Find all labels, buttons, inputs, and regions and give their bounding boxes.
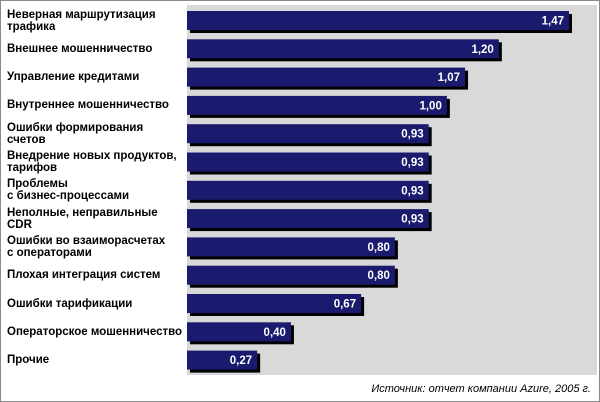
bar [187, 350, 258, 370]
value-label: 1,07 [438, 72, 460, 84]
value-label: 0,40 [264, 327, 286, 339]
value-label: 0,80 [368, 270, 390, 282]
category-label: Прочие [7, 354, 50, 367]
category-label: Внедрение новых продуктов, тарифов [7, 150, 177, 174]
bar [187, 322, 291, 342]
category-label: Операторское мошенничество [7, 325, 183, 338]
value-label: 0,67 [334, 299, 356, 311]
value-label: 1,20 [471, 44, 493, 56]
bar [187, 152, 429, 172]
value-label: 0,93 [401, 214, 423, 226]
bar [187, 265, 395, 285]
value-label: 0,27 [230, 355, 252, 367]
category-label: Управление кредитами [7, 71, 140, 84]
bar [187, 67, 466, 87]
category-label: Внешнее мошенничество [7, 42, 153, 55]
value-label: 0,93 [401, 185, 423, 197]
source-note: Источник: отчет компании Azure, 2005 г. [371, 383, 591, 395]
bar [187, 294, 362, 313]
bar [187, 11, 569, 30]
category-label: Плохая интеграция систем [7, 269, 161, 282]
value-label: 0,93 [401, 129, 423, 141]
value-label: 0,93 [401, 157, 423, 169]
bar [187, 237, 395, 257]
bar [187, 124, 429, 144]
category-label: Ошибки формирования счетов [7, 121, 144, 146]
value-label: 1,47 [542, 16, 564, 28]
bar [187, 209, 429, 229]
category-label: Неверная маршрутизация трафика [7, 8, 156, 33]
bar [187, 95, 447, 115]
category-label: Ошибки во взаиморасчетах с операторами [7, 234, 166, 259]
value-label: 1,00 [419, 100, 441, 112]
category-label: Ошибки тарификации [7, 297, 133, 310]
bar [187, 180, 429, 200]
category-label: Проблемы с бизнес-процессами [7, 178, 130, 203]
bar [187, 39, 499, 59]
category-label: Неполные, неправильные CDR [7, 206, 158, 231]
category-label: Внутреннее мошенничество [7, 99, 169, 112]
value-label: 0,80 [368, 242, 390, 254]
